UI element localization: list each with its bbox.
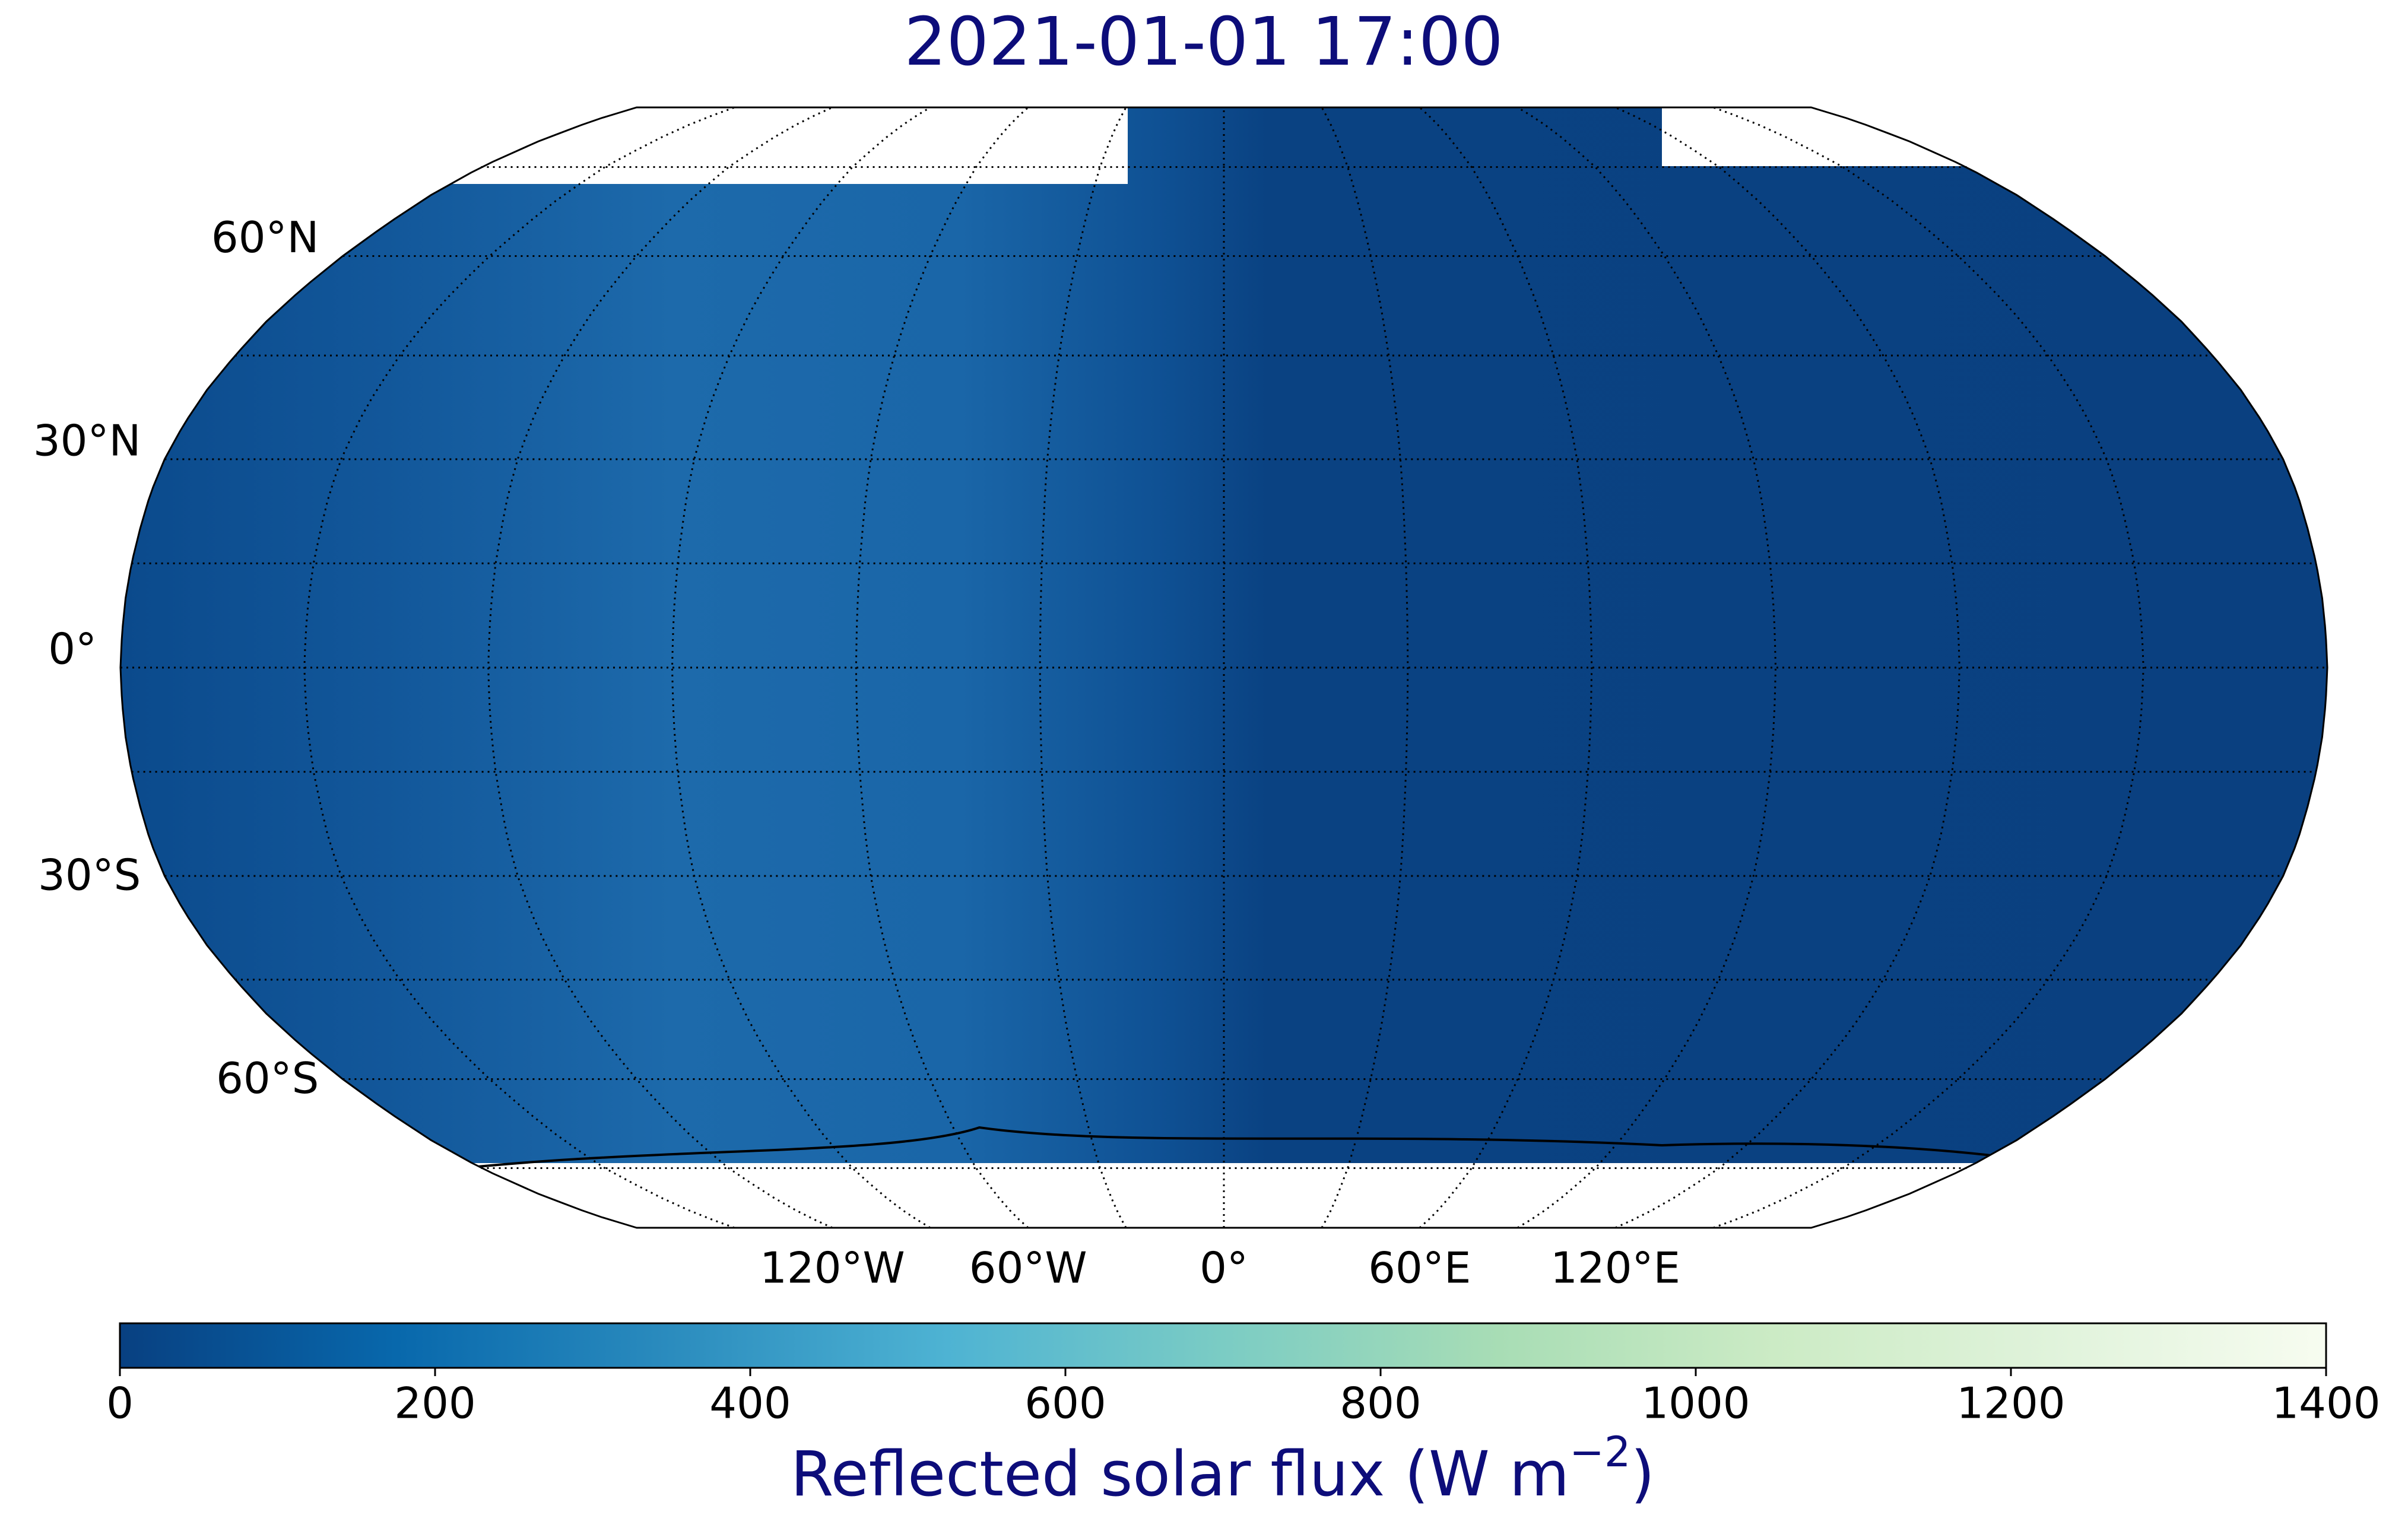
colorbar-tick-label: 400 (709, 1378, 791, 1428)
longitude-label: 120°W (760, 1243, 905, 1293)
globe-outline (119, 106, 2328, 1229)
colorbar-label-end: ) (1630, 1438, 1655, 1510)
globe-fill (120, 107, 2327, 1228)
longitude-label: 0° (1200, 1243, 1248, 1293)
latitude-label: 30°N (33, 415, 141, 465)
graticule (119, 106, 2328, 1229)
latitude-label: 0° (48, 624, 97, 674)
colorbar-tick-label: 1200 (1956, 1378, 2065, 1428)
longitude-line (1039, 107, 1127, 1228)
arctic-nodata (1662, 107, 2018, 166)
colorbar-tick-label: 800 (1340, 1378, 1421, 1428)
colorbar-gradient (119, 1322, 2327, 1369)
antarctic-nodata (356, 1163, 2018, 1228)
antarctica-coast (427, 1126, 2007, 1173)
colorbar-label-text: Reflected solar flux (W m (791, 1438, 1569, 1510)
longitude-line (1712, 106, 2144, 1229)
map-title: 2021-01-01 17:00 (904, 4, 1503, 81)
colorbar: 0 200 400 600 800 1000 1200 1400 (106, 1322, 2381, 1428)
longitude-line (1419, 106, 1593, 1229)
longitude-line (855, 106, 1029, 1229)
colorbar-tick-label: 200 (394, 1378, 475, 1428)
longitude-line (1321, 107, 1409, 1228)
longitude-label: 60°E (1368, 1243, 1471, 1293)
map (120, 107, 2327, 1228)
colorbar-label: Reflected solar flux (W m−2) (791, 1428, 1655, 1510)
latitude-label: 60°S (216, 1053, 319, 1103)
longitude-label: 60°W (969, 1243, 1087, 1293)
longitude-label: 120°E (1550, 1243, 1680, 1293)
latitude-label: 30°S (38, 850, 141, 900)
colorbar-tick-label: 1400 (2271, 1378, 2380, 1428)
latitude-label: 60°N (211, 212, 319, 262)
colorbar-tick-label: 600 (1024, 1378, 1106, 1428)
longitude-line (303, 106, 735, 1229)
colorbar-tick-label: 0 (106, 1378, 134, 1428)
axis-labels: 60°N 30°N 0° 30°S 60°S 120°W 60°W 0° 60°E 120°E (33, 212, 1680, 1292)
colorbar-label-superscript: −2 (1569, 1428, 1630, 1476)
colorbar-tick-label: 1000 (1641, 1378, 1750, 1428)
